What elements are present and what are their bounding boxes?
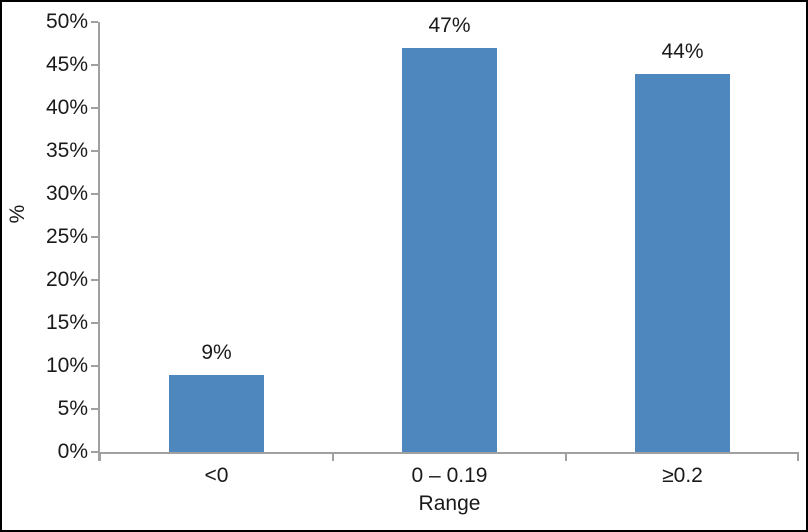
y-tick-label: 15% [45, 311, 88, 334]
y-tick [91, 451, 98, 453]
y-tick-label: 5% [57, 397, 88, 420]
x-tick [99, 454, 101, 461]
x-axis-title: Range [418, 492, 481, 515]
y-tick [91, 322, 98, 324]
y-tick [91, 193, 98, 195]
y-tick-label: 45% [45, 53, 88, 76]
x-tick [332, 454, 334, 461]
y-tick-label: 35% [45, 139, 88, 162]
x-tick [797, 454, 799, 461]
y-axis-title: % [6, 204, 29, 224]
bar-value-label: 9% [201, 340, 232, 364]
bar [402, 47, 497, 452]
bar-value-label: 47% [428, 13, 471, 37]
y-tick-label: 25% [45, 225, 88, 248]
x-category-label: 0 – 0.19 [411, 464, 488, 487]
y-tick [91, 279, 98, 281]
y-tick [91, 21, 98, 23]
x-axis-line [98, 452, 799, 454]
y-tick [91, 365, 98, 367]
y-tick [91, 150, 98, 152]
y-tick [91, 408, 98, 410]
x-category-label: ≥0.2 [662, 464, 703, 487]
bar [169, 374, 264, 452]
y-tick-label: 50% [45, 10, 88, 33]
bar [635, 73, 730, 452]
y-tick-label: 20% [45, 268, 88, 291]
x-tick [565, 454, 567, 461]
y-tick [91, 64, 98, 66]
plot-area: 0% 5% 10% 15% 20% 25% 30% 35% 40% 45% 50% 9% <0 47% 0 … [46, 10, 799, 487]
y-tick-label: 10% [45, 354, 88, 377]
y-tick-label: 30% [45, 182, 88, 205]
y-tick-label: 40% [45, 96, 88, 119]
bar-value-label: 44% [661, 39, 704, 63]
y-tick [91, 236, 98, 238]
x-category-label: <0 [204, 464, 229, 487]
y-axis-line [98, 22, 100, 461]
y-tick [91, 107, 98, 109]
y-tick-label: 0% [57, 440, 88, 463]
